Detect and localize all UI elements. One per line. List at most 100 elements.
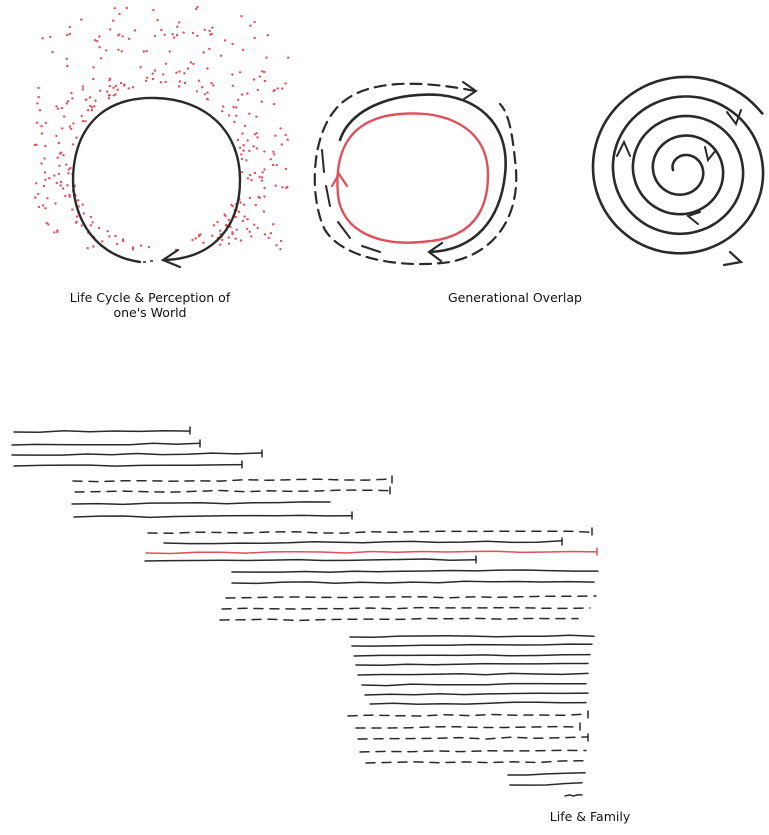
perception-dot (284, 167, 288, 171)
perception-dot (55, 181, 58, 185)
family-line-solid (231, 569, 599, 574)
perception-dot (84, 98, 88, 101)
perception-dot (178, 70, 181, 73)
perception-dot (131, 248, 135, 251)
perception-dot (220, 238, 224, 242)
perception-dot (68, 125, 72, 128)
perception-dot (145, 50, 148, 53)
perception-dot (194, 237, 197, 240)
perception-dot (242, 144, 245, 147)
perception-dot (253, 133, 256, 136)
perception-dot (94, 99, 97, 102)
perception-dot (195, 7, 198, 11)
perception-dot (127, 37, 131, 40)
perception-dot (258, 75, 262, 78)
life-cycle-caption: Life Cycle & Perception of one's World (20, 290, 280, 320)
family-line-dashed (347, 713, 589, 717)
perception-dot (216, 220, 219, 224)
spiral-arrowhead-inner (704, 146, 717, 163)
perception-dot (142, 50, 145, 53)
perception-dot (108, 84, 112, 88)
perception-dot (163, 33, 166, 36)
perception-dot (280, 143, 283, 146)
perception-dot (72, 143, 75, 146)
perception-dot (81, 85, 85, 88)
life-cycle-circle (71, 96, 242, 264)
perception-dot (159, 81, 163, 84)
perception-dot (240, 93, 244, 96)
perception-dot (229, 225, 232, 229)
perception-dot (68, 195, 71, 198)
perception-dot (66, 100, 70, 103)
perception-dot (212, 224, 216, 227)
perception-dot (225, 224, 228, 227)
perception-dot (139, 244, 143, 247)
perception-dot (91, 221, 94, 224)
perception-dot-cloud (33, 5, 290, 252)
perception-dot (121, 35, 124, 38)
perception-dot (55, 134, 58, 138)
perception-dot (219, 54, 223, 57)
perception-dot (241, 132, 244, 135)
perception-dot (92, 66, 95, 69)
perception-dot (287, 56, 290, 59)
family-line-dashed (72, 478, 393, 483)
perception-dot (68, 32, 72, 36)
perception-dot (44, 178, 47, 181)
perception-dot (254, 203, 257, 207)
perception-dot (267, 236, 270, 240)
perception-dot (65, 57, 68, 61)
perception-dot (256, 226, 259, 230)
perception-dot (231, 73, 234, 76)
perception-dot (75, 136, 78, 139)
perception-dot (114, 234, 117, 238)
perception-dot (133, 29, 137, 32)
perception-dot (223, 39, 227, 42)
perception-dot (242, 203, 246, 206)
perception-dot (245, 159, 248, 162)
perception-dot (253, 36, 256, 40)
family-line-red (145, 550, 598, 555)
perception-dot (175, 71, 178, 74)
perception-dot (65, 102, 69, 105)
perception-dot (256, 136, 259, 139)
perception-dot (151, 77, 155, 81)
perception-dot (255, 132, 258, 135)
family-line-solid (353, 653, 591, 657)
perception-dot (263, 79, 266, 83)
perception-dot (57, 172, 60, 176)
perception-dot (93, 105, 96, 108)
perception-dot (127, 87, 130, 90)
family-line-solid (13, 430, 191, 434)
family-line-solid (507, 772, 586, 776)
perception-dot (117, 34, 120, 37)
perception-dot (38, 109, 42, 112)
perception-dot (237, 210, 241, 213)
perception-dot (81, 88, 85, 91)
perception-dot (221, 110, 224, 113)
life-cycle-diagram (33, 5, 290, 269)
perception-dot (233, 120, 236, 124)
perception-dot (206, 67, 209, 70)
perception-dot (260, 179, 264, 182)
perception-dot (231, 42, 234, 46)
perception-dot (246, 92, 249, 95)
spiral-diagram (591, 75, 765, 267)
perception-dot (60, 106, 64, 110)
family-line-dashed (74, 489, 391, 493)
perception-dot (120, 50, 124, 53)
perception-dot (60, 151, 63, 154)
perception-dot (156, 19, 159, 22)
perception-dot (86, 247, 89, 250)
perception-dot (273, 88, 276, 92)
perception-dot (191, 238, 194, 242)
family-line-solid (357, 672, 589, 676)
perception-dot (266, 34, 269, 37)
perception-dot (171, 33, 174, 36)
perception-dot (160, 28, 163, 32)
perception-dot (53, 231, 56, 234)
perception-dot (51, 51, 54, 54)
perception-dot (72, 122, 75, 125)
perception-dot (263, 150, 266, 153)
perception-dot (202, 51, 205, 54)
